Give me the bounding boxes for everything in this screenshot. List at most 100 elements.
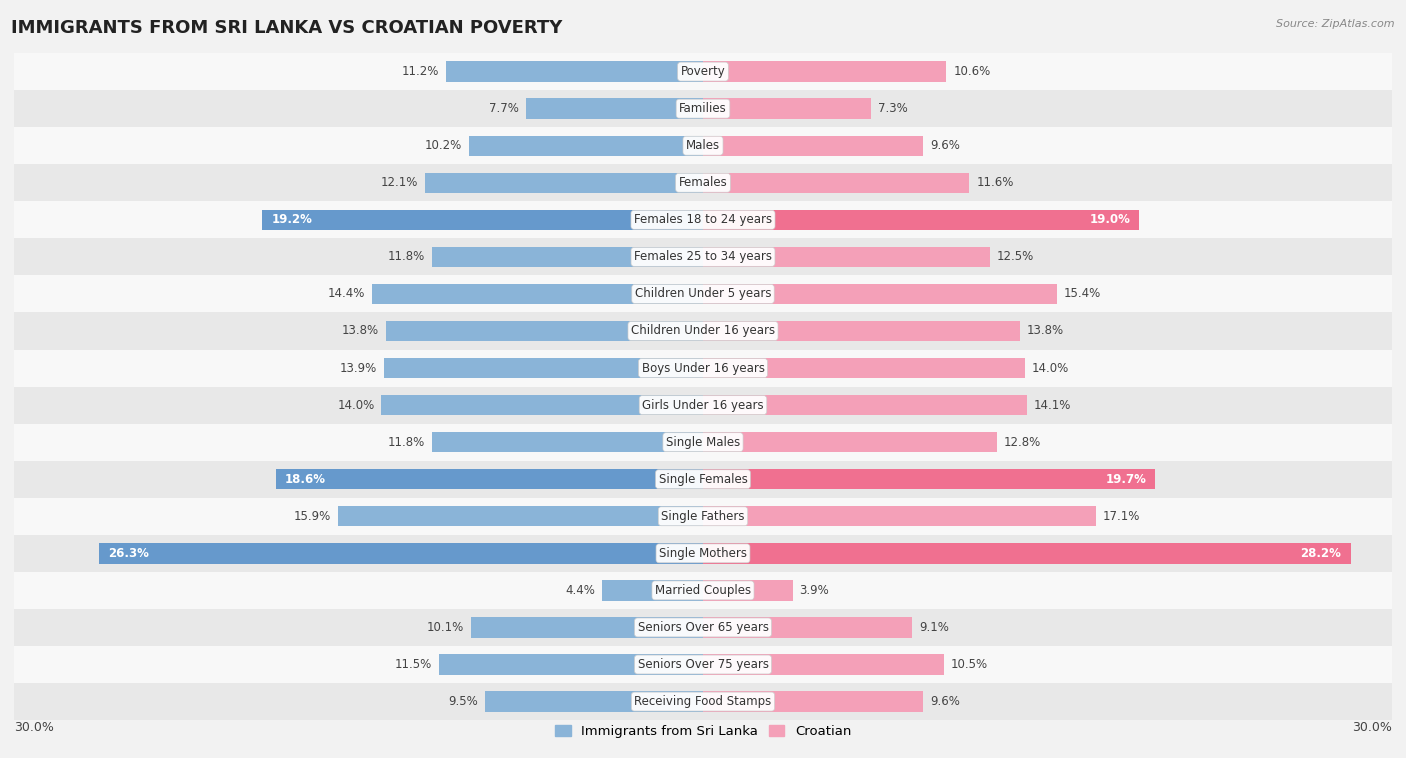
Text: 3.9%: 3.9%	[800, 584, 830, 597]
Bar	[14, 572, 1392, 609]
Text: 11.8%: 11.8%	[388, 250, 425, 263]
Bar	[337, 506, 703, 527]
Bar	[14, 349, 1392, 387]
Bar	[384, 358, 703, 378]
Text: Seniors Over 65 years: Seniors Over 65 years	[637, 621, 769, 634]
Text: 14.4%: 14.4%	[328, 287, 366, 300]
Text: Girls Under 16 years: Girls Under 16 years	[643, 399, 763, 412]
Bar	[471, 617, 703, 637]
Bar	[14, 498, 1392, 535]
Text: Married Couples: Married Couples	[655, 584, 751, 597]
Text: 11.8%: 11.8%	[388, 436, 425, 449]
Bar	[526, 99, 703, 119]
Text: 11.2%: 11.2%	[402, 65, 439, 78]
Text: Source: ZipAtlas.com: Source: ZipAtlas.com	[1277, 19, 1395, 29]
Bar	[14, 461, 1392, 498]
Bar	[98, 543, 703, 563]
Text: 14.1%: 14.1%	[1033, 399, 1071, 412]
Text: Females 18 to 24 years: Females 18 to 24 years	[634, 213, 772, 227]
Bar	[602, 580, 703, 600]
Bar	[276, 469, 703, 490]
Bar	[425, 173, 703, 193]
Bar	[703, 136, 924, 156]
Text: 10.2%: 10.2%	[425, 139, 461, 152]
Bar	[381, 395, 703, 415]
Text: 7.7%: 7.7%	[489, 102, 519, 115]
Text: Boys Under 16 years: Boys Under 16 years	[641, 362, 765, 374]
Text: 10.5%: 10.5%	[950, 658, 988, 671]
Bar	[432, 432, 703, 453]
Bar	[703, 283, 1057, 304]
Text: 30.0%: 30.0%	[1353, 721, 1392, 734]
Text: 17.1%: 17.1%	[1102, 510, 1140, 523]
Bar	[14, 164, 1392, 202]
Legend: Immigrants from Sri Lanka, Croatian: Immigrants from Sri Lanka, Croatian	[550, 720, 856, 744]
Text: 14.0%: 14.0%	[1032, 362, 1069, 374]
Text: Families: Families	[679, 102, 727, 115]
Text: 9.5%: 9.5%	[449, 695, 478, 708]
Text: Single Females: Single Females	[658, 473, 748, 486]
Text: 28.2%: 28.2%	[1301, 547, 1341, 560]
Text: 26.3%: 26.3%	[108, 547, 149, 560]
Text: Single Males: Single Males	[666, 436, 740, 449]
Bar	[703, 210, 1139, 230]
Text: 14.0%: 14.0%	[337, 399, 374, 412]
Bar	[14, 424, 1392, 461]
Bar	[14, 90, 1392, 127]
Text: Females 25 to 34 years: Females 25 to 34 years	[634, 250, 772, 263]
Text: 18.6%: 18.6%	[285, 473, 326, 486]
Text: Males: Males	[686, 139, 720, 152]
Bar	[703, 432, 997, 453]
Text: Receiving Food Stamps: Receiving Food Stamps	[634, 695, 772, 708]
Bar	[703, 580, 793, 600]
Text: 9.1%: 9.1%	[920, 621, 949, 634]
Bar	[14, 683, 1392, 720]
Bar	[14, 535, 1392, 572]
Bar	[703, 469, 1156, 490]
Text: Seniors Over 75 years: Seniors Over 75 years	[637, 658, 769, 671]
Bar	[703, 99, 870, 119]
Bar	[703, 617, 912, 637]
Bar	[703, 691, 924, 712]
Text: 30.0%: 30.0%	[14, 721, 53, 734]
Text: 11.6%: 11.6%	[976, 177, 1014, 190]
Bar	[432, 246, 703, 267]
Bar	[14, 238, 1392, 275]
Text: 12.1%: 12.1%	[381, 177, 418, 190]
Text: 11.5%: 11.5%	[395, 658, 432, 671]
Bar	[14, 646, 1392, 683]
Bar	[262, 210, 703, 230]
Bar	[703, 358, 1025, 378]
Bar	[703, 543, 1351, 563]
Bar	[485, 691, 703, 712]
Text: 13.9%: 13.9%	[340, 362, 377, 374]
Text: 15.9%: 15.9%	[294, 510, 330, 523]
Bar	[14, 127, 1392, 164]
Text: Children Under 16 years: Children Under 16 years	[631, 324, 775, 337]
Text: 9.6%: 9.6%	[931, 139, 960, 152]
Text: IMMIGRANTS FROM SRI LANKA VS CROATIAN POVERTY: IMMIGRANTS FROM SRI LANKA VS CROATIAN PO…	[11, 19, 562, 37]
Text: 15.4%: 15.4%	[1063, 287, 1101, 300]
Bar	[703, 506, 1095, 527]
Bar	[703, 173, 969, 193]
Text: 4.4%: 4.4%	[565, 584, 595, 597]
Text: Single Fathers: Single Fathers	[661, 510, 745, 523]
Bar	[446, 61, 703, 82]
Bar	[373, 283, 703, 304]
Text: 19.0%: 19.0%	[1090, 213, 1130, 227]
Bar	[14, 202, 1392, 238]
Text: 13.8%: 13.8%	[1026, 324, 1064, 337]
Bar	[468, 136, 703, 156]
Text: 12.5%: 12.5%	[997, 250, 1035, 263]
Bar	[14, 275, 1392, 312]
Bar	[387, 321, 703, 341]
Text: 12.8%: 12.8%	[1004, 436, 1040, 449]
Bar	[14, 53, 1392, 90]
Text: 9.6%: 9.6%	[931, 695, 960, 708]
Text: 13.8%: 13.8%	[342, 324, 380, 337]
Bar	[703, 321, 1019, 341]
Text: 7.3%: 7.3%	[877, 102, 907, 115]
Bar	[703, 246, 990, 267]
Bar	[439, 654, 703, 675]
Text: Children Under 5 years: Children Under 5 years	[634, 287, 772, 300]
